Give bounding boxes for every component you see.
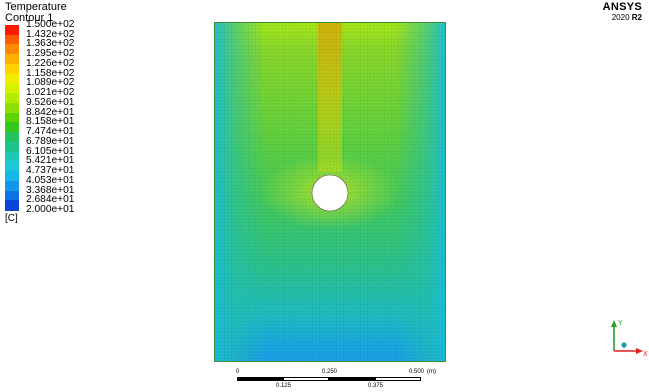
legend-tick-label: 1.295e+02 bbox=[26, 48, 75, 60]
legend-swatch bbox=[5, 93, 19, 104]
scale-label-0500: 0.500 bbox=[409, 369, 425, 375]
logo-release: R2 bbox=[631, 13, 642, 22]
legend-swatch bbox=[5, 141, 19, 153]
legend-unit: [C] bbox=[5, 213, 18, 224]
legend-swatch bbox=[5, 25, 19, 36]
logo-name: ANSYS bbox=[602, 1, 642, 13]
legend-swatch bbox=[5, 161, 19, 172]
scale-segment-4 bbox=[375, 377, 421, 381]
legend-tick-label: 2.000e+01 bbox=[26, 204, 75, 215]
legend-tick-label: 4.737e+01 bbox=[26, 165, 75, 177]
legend-tick-label: 1.021e+02 bbox=[26, 87, 75, 99]
legend-tick-label: 8.158e+01 bbox=[26, 116, 75, 128]
legend-tick-label: 7.474e+01 bbox=[26, 126, 75, 138]
legend-swatch bbox=[5, 132, 19, 143]
legend-tick-label: 6.105e+01 bbox=[26, 145, 75, 157]
legend-swatch bbox=[5, 34, 19, 46]
legend-tick-label: 6.789e+01 bbox=[26, 135, 75, 147]
scale-label-0125: 0.125 bbox=[276, 383, 292, 389]
legend-subtitle: Contour 1 bbox=[5, 12, 54, 24]
legend-tick-label: 1.089e+02 bbox=[26, 77, 75, 89]
legend-swatch bbox=[5, 122, 19, 133]
temperature-contour-plot[interactable] bbox=[214, 22, 446, 362]
axis-triad: Y X bbox=[611, 320, 648, 358]
legend-swatch bbox=[5, 83, 19, 94]
scale-bar-segments bbox=[237, 377, 421, 381]
temperature-legend: Temperature Contour 1 1.500e+02 1.432e+02… bbox=[5, 1, 74, 224]
legend-swatch bbox=[5, 102, 19, 114]
legend-tick-label: 1.432e+02 bbox=[26, 28, 75, 40]
legend-tick-label: 1.363e+02 bbox=[26, 38, 75, 50]
legend-tick-label: 9.526e+01 bbox=[26, 96, 75, 108]
ansys-logo: ANSYS 2020 R2 bbox=[602, 1, 642, 23]
scale-segment-2 bbox=[283, 377, 329, 381]
legend-tick-label: 5.421e+01 bbox=[26, 155, 75, 167]
x-axis-arrow bbox=[636, 348, 643, 354]
z-axis-dot bbox=[621, 342, 627, 348]
scale-label-0250: 0.250 bbox=[322, 369, 338, 375]
legend-tick-label: 3.368e+01 bbox=[26, 184, 75, 196]
legend-swatch bbox=[5, 190, 19, 201]
scale-label-0: 0 bbox=[236, 369, 240, 375]
legend-title: Temperature bbox=[5, 1, 67, 13]
legend-tick-label: 8.842e+01 bbox=[26, 106, 75, 118]
x-axis-label: X bbox=[643, 351, 648, 358]
legend-tick-label: 1.226e+02 bbox=[26, 57, 75, 69]
legend-swatch bbox=[5, 44, 19, 55]
legend-swatch bbox=[5, 54, 19, 65]
y-axis-label: Y bbox=[618, 320, 623, 327]
y-axis-arrow bbox=[611, 320, 617, 327]
legend-tick-label: 1.158e+02 bbox=[26, 67, 75, 79]
legend-swatch bbox=[5, 112, 19, 123]
legend-colorbar bbox=[5, 25, 19, 211]
scale-segment-1 bbox=[237, 377, 283, 381]
legend-swatch bbox=[5, 63, 19, 75]
scale-segment-3 bbox=[329, 377, 375, 381]
legend-swatch bbox=[5, 171, 19, 182]
legend-swatch bbox=[5, 151, 19, 162]
scale-label-0375: 0.375 bbox=[368, 383, 384, 389]
legend-tick-label: 4.053e+01 bbox=[26, 174, 75, 186]
legend-tick-label: 2.684e+01 bbox=[26, 194, 75, 206]
scale-bar: 0 0.250 0.500 (m) 0.125 0.375 bbox=[236, 369, 437, 391]
legend-swatch bbox=[5, 73, 19, 84]
scale-unit: (m) bbox=[427, 369, 436, 375]
cylinder-hole bbox=[311, 174, 349, 212]
legend-swatch bbox=[5, 200, 19, 211]
legend-swatch bbox=[5, 180, 19, 192]
logo-version: 2020 R2 bbox=[603, 13, 642, 22]
legend-tick-label: 1.500e+02 bbox=[26, 19, 75, 30]
logo-year: 2020 bbox=[611, 13, 630, 22]
